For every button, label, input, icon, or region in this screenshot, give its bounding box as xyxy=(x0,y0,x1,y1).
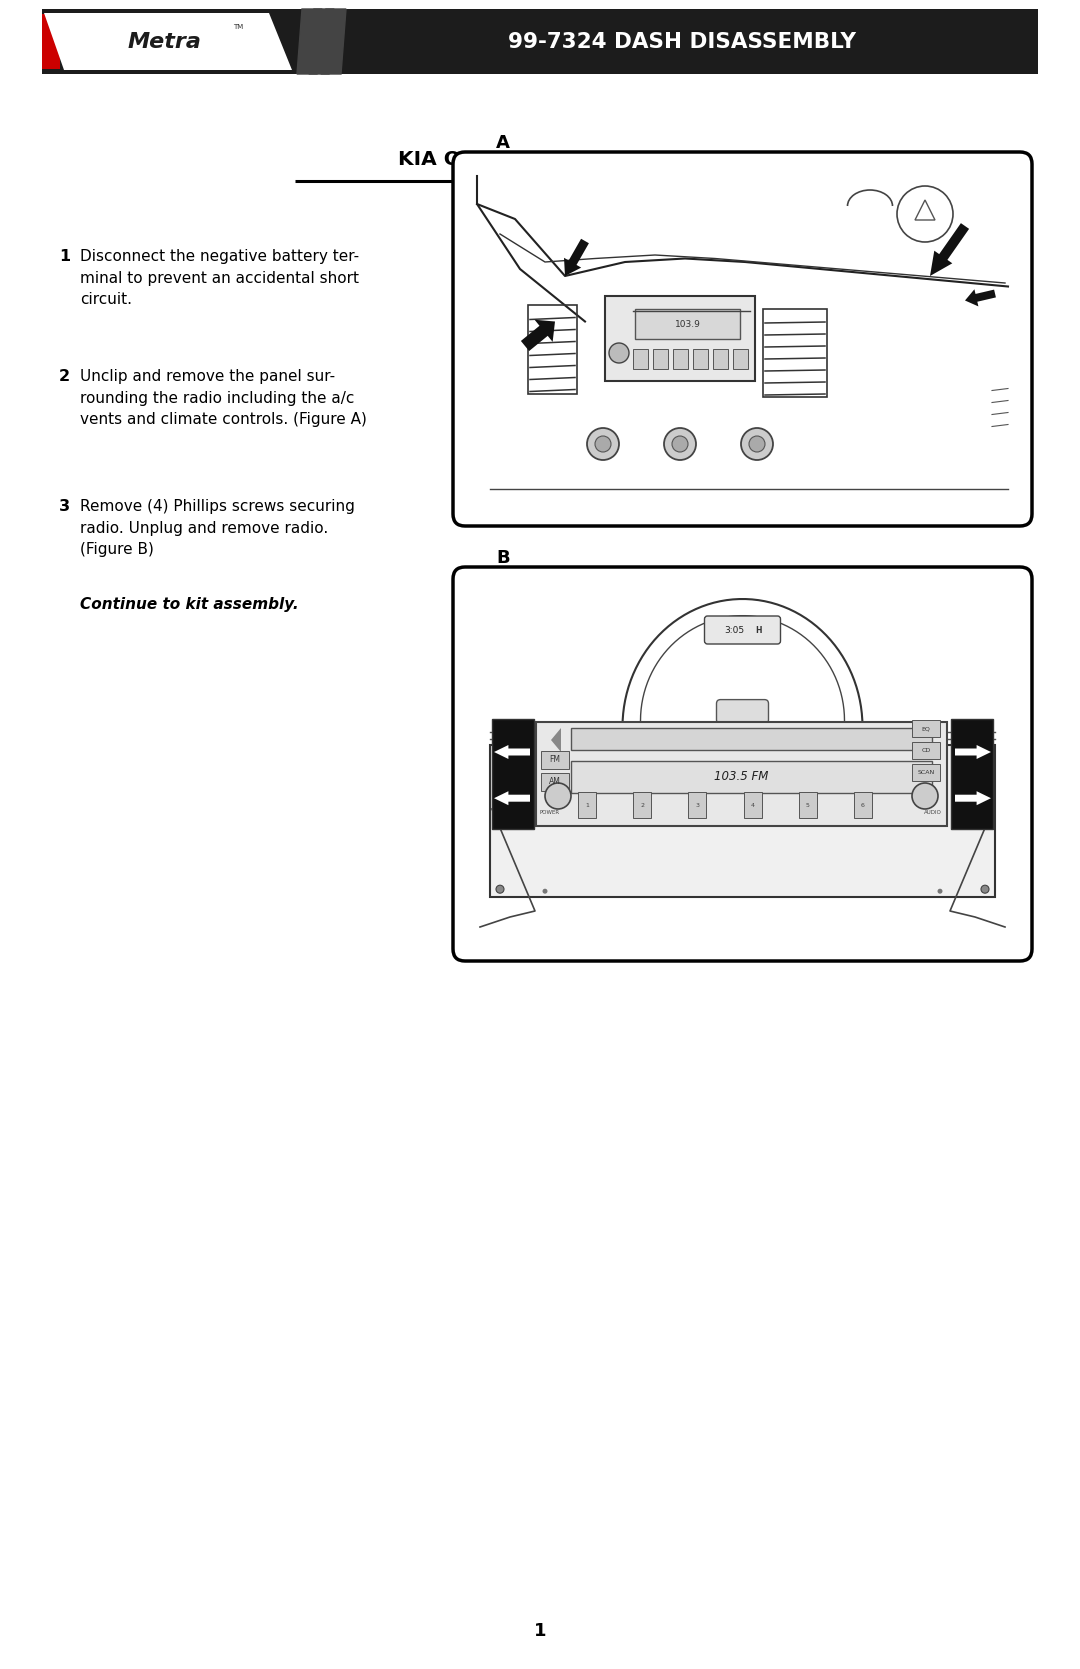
Text: POWER: POWER xyxy=(540,809,561,814)
Bar xyxy=(635,309,740,339)
Bar xyxy=(912,764,940,781)
Polygon shape xyxy=(955,744,991,759)
Bar xyxy=(762,309,827,397)
Text: 3: 3 xyxy=(59,499,70,514)
Polygon shape xyxy=(42,8,297,73)
Text: 2: 2 xyxy=(59,369,70,384)
Circle shape xyxy=(981,885,989,893)
Circle shape xyxy=(588,427,619,461)
Circle shape xyxy=(664,427,696,461)
Bar xyxy=(541,751,569,769)
Bar xyxy=(490,744,995,898)
Bar xyxy=(912,743,940,759)
Bar xyxy=(693,349,708,369)
Polygon shape xyxy=(494,791,530,804)
Text: A: A xyxy=(496,134,510,152)
Text: 4: 4 xyxy=(751,803,755,808)
Bar xyxy=(673,349,688,369)
Circle shape xyxy=(496,749,504,758)
Text: 5: 5 xyxy=(806,803,810,808)
FancyBboxPatch shape xyxy=(704,616,781,644)
Polygon shape xyxy=(564,239,589,275)
Circle shape xyxy=(981,749,989,758)
Bar xyxy=(571,728,932,749)
Text: Disconnect the negative battery ter-
minal to prevent an accidental short
circui: Disconnect the negative battery ter- min… xyxy=(80,249,360,307)
Text: 1: 1 xyxy=(59,249,70,264)
Text: 103.5 FM: 103.5 FM xyxy=(714,769,769,783)
Text: TM: TM xyxy=(233,23,243,30)
Bar xyxy=(799,793,816,818)
Bar xyxy=(605,295,755,381)
Circle shape xyxy=(595,436,611,452)
Bar xyxy=(688,793,706,818)
Polygon shape xyxy=(44,13,292,70)
Bar xyxy=(633,349,648,369)
Polygon shape xyxy=(966,289,996,307)
Polygon shape xyxy=(930,224,969,275)
Text: Remove (4) Phillips screws securing
radio. Unplug and remove radio.
(Figure B): Remove (4) Phillips screws securing radi… xyxy=(80,499,355,557)
Polygon shape xyxy=(309,8,334,73)
Bar xyxy=(854,793,872,818)
Polygon shape xyxy=(297,8,322,73)
Circle shape xyxy=(609,344,629,362)
Bar xyxy=(42,8,1038,73)
Bar xyxy=(633,793,651,818)
Text: 1: 1 xyxy=(585,803,589,808)
Bar xyxy=(654,748,735,758)
Bar xyxy=(578,793,596,818)
Bar xyxy=(912,719,940,738)
Text: AM: AM xyxy=(549,778,561,786)
Bar xyxy=(42,13,60,68)
Circle shape xyxy=(542,888,548,893)
Text: 6: 6 xyxy=(861,803,865,808)
Text: 1: 1 xyxy=(534,1622,546,1641)
FancyBboxPatch shape xyxy=(467,165,1018,512)
Circle shape xyxy=(496,885,504,893)
Text: 2: 2 xyxy=(640,803,644,808)
Circle shape xyxy=(937,888,943,893)
Bar xyxy=(743,793,761,818)
Text: EQ: EQ xyxy=(921,726,931,731)
Bar xyxy=(528,305,577,394)
Text: AUDIO: AUDIO xyxy=(924,809,942,814)
Polygon shape xyxy=(521,320,555,350)
Circle shape xyxy=(741,427,773,461)
Polygon shape xyxy=(955,791,991,804)
FancyBboxPatch shape xyxy=(716,699,769,724)
Bar xyxy=(713,349,728,369)
Text: 103.9: 103.9 xyxy=(675,319,701,329)
Text: Metra: Metra xyxy=(127,32,201,52)
Bar xyxy=(536,723,947,826)
Bar xyxy=(951,719,993,829)
Polygon shape xyxy=(321,8,346,73)
Text: SCAN: SCAN xyxy=(917,769,934,774)
Text: H: H xyxy=(755,626,761,634)
Text: B: B xyxy=(496,549,510,567)
FancyBboxPatch shape xyxy=(467,581,1018,946)
Polygon shape xyxy=(551,728,561,753)
Bar xyxy=(653,349,669,369)
Bar xyxy=(492,719,534,829)
FancyBboxPatch shape xyxy=(453,152,1032,526)
Text: 99-7324 DASH DISASSEMBLY: 99-7324 DASH DISASSEMBLY xyxy=(509,32,856,52)
FancyBboxPatch shape xyxy=(453,567,1032,961)
Circle shape xyxy=(750,436,765,452)
Bar xyxy=(733,349,748,369)
Text: 3: 3 xyxy=(696,803,700,808)
Bar xyxy=(789,748,870,758)
Circle shape xyxy=(912,783,939,809)
Text: FM: FM xyxy=(550,756,561,764)
Text: CD: CD xyxy=(921,748,931,753)
Text: KIA OPTIMA 2006.5-2010: KIA OPTIMA 2006.5-2010 xyxy=(399,150,681,169)
Polygon shape xyxy=(494,744,530,759)
Text: Continue to kit assembly.: Continue to kit assembly. xyxy=(80,598,299,613)
Text: 3:05: 3:05 xyxy=(725,626,744,634)
Bar xyxy=(541,773,569,791)
Bar xyxy=(519,748,600,758)
Circle shape xyxy=(672,436,688,452)
Circle shape xyxy=(545,783,571,809)
Text: Unclip and remove the panel sur-
rounding the radio including the a/c
vents and : Unclip and remove the panel sur- roundin… xyxy=(80,369,367,427)
Bar xyxy=(571,761,932,793)
